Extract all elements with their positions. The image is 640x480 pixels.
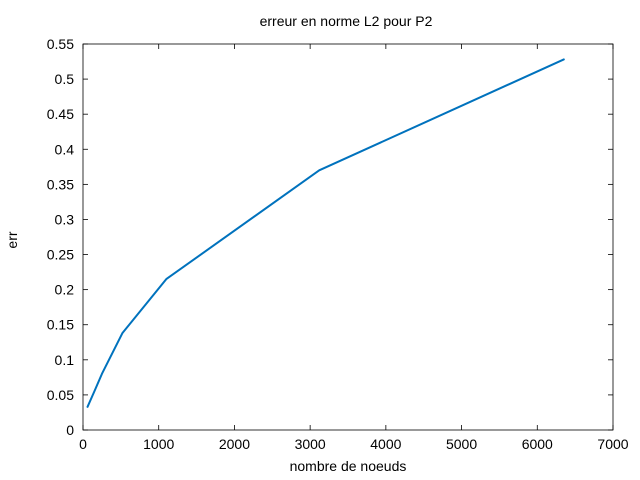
x-tick-label: 2000 [219,436,250,452]
y-tick-labels: 0 0.05 0.1 0.15 0.2 0.25 0.3 0.35 0.4 0.45 0.5 0.55 [47,36,74,438]
x-tick-label: 3000 [295,436,326,452]
y-tick-label: 0.5 [55,71,75,87]
y-tick-label: 0.1 [55,352,75,368]
y-tick-label: 0.15 [47,317,74,333]
x-tick-label: 5000 [446,436,477,452]
y-tick-label: 0 [66,422,74,438]
x-axis-label: nombre de noeuds [290,458,407,474]
x-tick-label: 0 [79,436,87,452]
y-axis-label: err [4,231,20,248]
x-tick-label: 6000 [522,436,553,452]
x-tick-label: 1000 [143,436,174,452]
y-tick-label: 0.05 [47,387,74,403]
y-tick-label: 0.55 [47,36,74,52]
series-group [86,58,565,408]
series-line [86,58,565,408]
x-tick-label: 4000 [370,436,401,452]
x-tick-label: 7000 [597,436,628,452]
y-tick-label: 0.3 [55,211,75,227]
y-tick-label: 0.25 [47,247,74,263]
y-tick-label: 0.45 [47,106,74,122]
axis-ticks [82,43,614,431]
chart-title: erreur en norme L2 pour P2 [260,13,433,29]
y-tick-label: 0.2 [55,282,75,298]
plot-area [82,43,614,431]
y-tick-label: 0.35 [47,176,74,192]
x-tick-labels: 0 1000 2000 3000 4000 5000 6000 7000 [79,436,629,452]
y-tick-label: 0.4 [55,141,75,157]
